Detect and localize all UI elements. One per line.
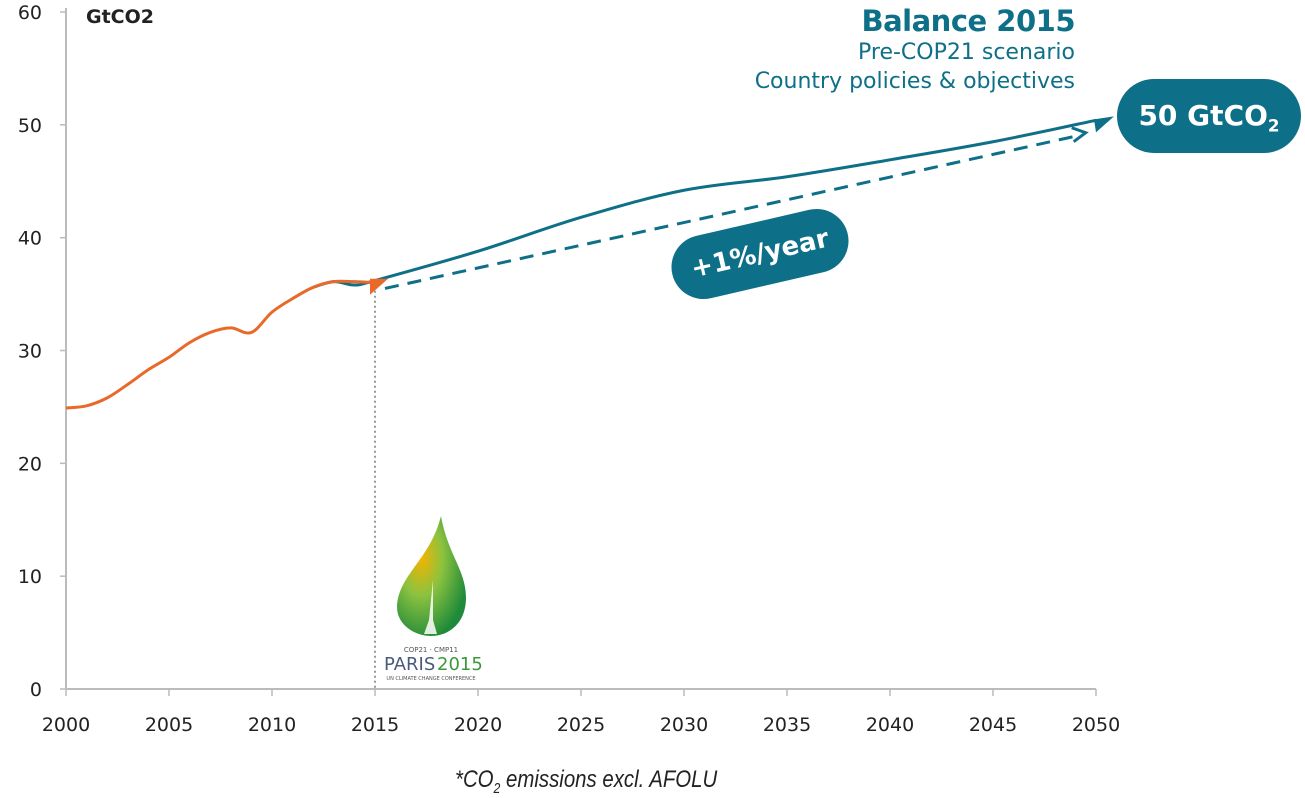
x-tick-label: 2020 [454,714,502,736]
trend-arrowhead [1071,126,1089,143]
historical-line [65,279,376,410]
chart-title-block: Balance 2015 Pre-COP21 scenario Country … [754,4,1076,96]
footnote-sub: 2 [493,780,501,797]
y-tick-label: 30 [18,341,42,363]
historical-arrowhead [370,278,388,295]
logo-year: 2015 [437,654,483,675]
x-tick-label: 2035 [763,714,811,736]
y-tick-label: 0 [30,679,42,701]
y-tick-label: 40 [18,228,42,250]
trend-dashed-line [384,134,1079,290]
x-tick-label: 2050 [1072,714,1120,736]
x-tick-label: 2030 [660,714,708,736]
logo-word: PARIS [384,654,435,675]
footnote: *CO2 emissions excl. AFOLU [455,766,717,797]
logo-line1: COP21 · CMP11 [404,646,458,654]
y-axis-label: GtCO2 [86,6,154,28]
end-value-badge: 50 GtCO2 [1117,79,1301,153]
y-tick-label: 10 [18,566,42,588]
y-tick-label: 20 [18,453,42,475]
x-tick-label: 2040 [866,714,914,736]
projection-line [312,118,1097,289]
x-tick-label: 2000 [42,714,90,736]
y-tick-label: 50 [18,115,42,137]
cop21-paris-logo: COP21 · CMP11 PARIS 2015 UN CLIMATE CHAN… [384,516,483,682]
x-tick-label: 2025 [557,714,605,736]
logo-line3: UN CLIMATE CHANGE CONFERENCE [386,676,475,682]
y-tick-label: 60 [18,2,42,24]
x-tick-label: 2010 [248,714,296,736]
footnote-pre: *CO [455,766,494,793]
projection-arrowhead [1094,116,1114,133]
end-value-subscript: 2 [1267,115,1280,136]
chart-title: Balance 2015 [861,4,1076,38]
end-value-text: 50 GtCO [1138,99,1268,132]
subtitle-line-2: Country policies & objectives [754,69,1075,94]
footnote-post: emissions excl. AFOLU [500,766,718,793]
subtitle-line-1: Pre-COP21 scenario [858,40,1075,65]
x-tick-label: 2045 [969,714,1017,736]
x-tick-label: 2005 [145,714,193,736]
x-tick-label: 2015 [351,714,399,736]
